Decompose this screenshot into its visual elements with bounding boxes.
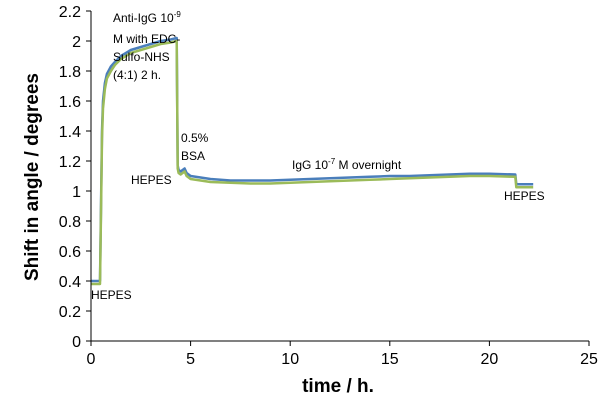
annotation-hepes-end: HEPES: [504, 189, 545, 203]
y-axis-title: Shift in angle / degrees: [22, 73, 43, 281]
y-tick-label: 0.6: [59, 244, 81, 261]
y-tick-label: 1.2: [59, 154, 81, 171]
x-tick-label: 10: [281, 351, 299, 368]
x-axis-ticks: 0 5 10 15 20 25: [87, 341, 598, 368]
y-tick-label: 1.6: [59, 94, 81, 111]
y-tick-label: 2.2: [59, 4, 81, 21]
annotation-igg-suffix: M overnight: [335, 158, 402, 172]
annotation-anti-igg-text: Anti-IgG 10: [113, 11, 174, 25]
annotation-anti-igg-exponent: -9: [174, 10, 182, 19]
annotation-hepes-mid: HEPES: [131, 173, 172, 187]
y-tick-label: 1.4: [59, 124, 81, 141]
x-axis-title: time / h.: [302, 376, 374, 397]
y-tick-label: 0: [72, 334, 81, 351]
annotation-igg-overnight: IgG 10-7 M overnight: [292, 157, 402, 172]
annotation-bsa-line1: 0.5%: [181, 131, 209, 145]
x-tick-label: 5: [186, 351, 195, 368]
y-tick-label: 1: [72, 184, 81, 201]
annotation-igg-exponent: -7: [328, 157, 336, 166]
series-line-2: [91, 39, 534, 286]
annotation-anti-igg-line3: Sulfo-NHS: [113, 50, 170, 64]
y-tick-label: 0.4: [59, 274, 81, 291]
series-layer: [91, 36, 534, 286]
annotation-anti-igg-line2: M with EDC-: [113, 32, 180, 46]
x-tick-label: 0: [87, 351, 96, 368]
x-tick-label: 25: [580, 351, 598, 368]
y-tick-label: 0.2: [59, 304, 81, 321]
y-tick-label: 2: [72, 34, 81, 51]
annotation-hepes-start: HEPES: [91, 288, 132, 302]
annotation-anti-igg-line4: (4:1) 2 h.: [113, 68, 161, 82]
annotation-anti-igg: Anti-IgG 10-9: [113, 10, 181, 25]
x-tick-label: 15: [381, 351, 399, 368]
x-tick-label: 20: [481, 351, 499, 368]
annotation-bsa-line2: BSA: [181, 149, 205, 163]
annotation-igg-text: IgG 10: [292, 158, 328, 172]
y-tick-label: 1.8: [59, 64, 81, 81]
y-axis-ticks: 0 0.2 0.4 0.6 0.8 1 1.2 1.4 1.6 1.8 2 2.2: [59, 4, 91, 351]
y-tick-label: 0.8: [59, 214, 81, 231]
